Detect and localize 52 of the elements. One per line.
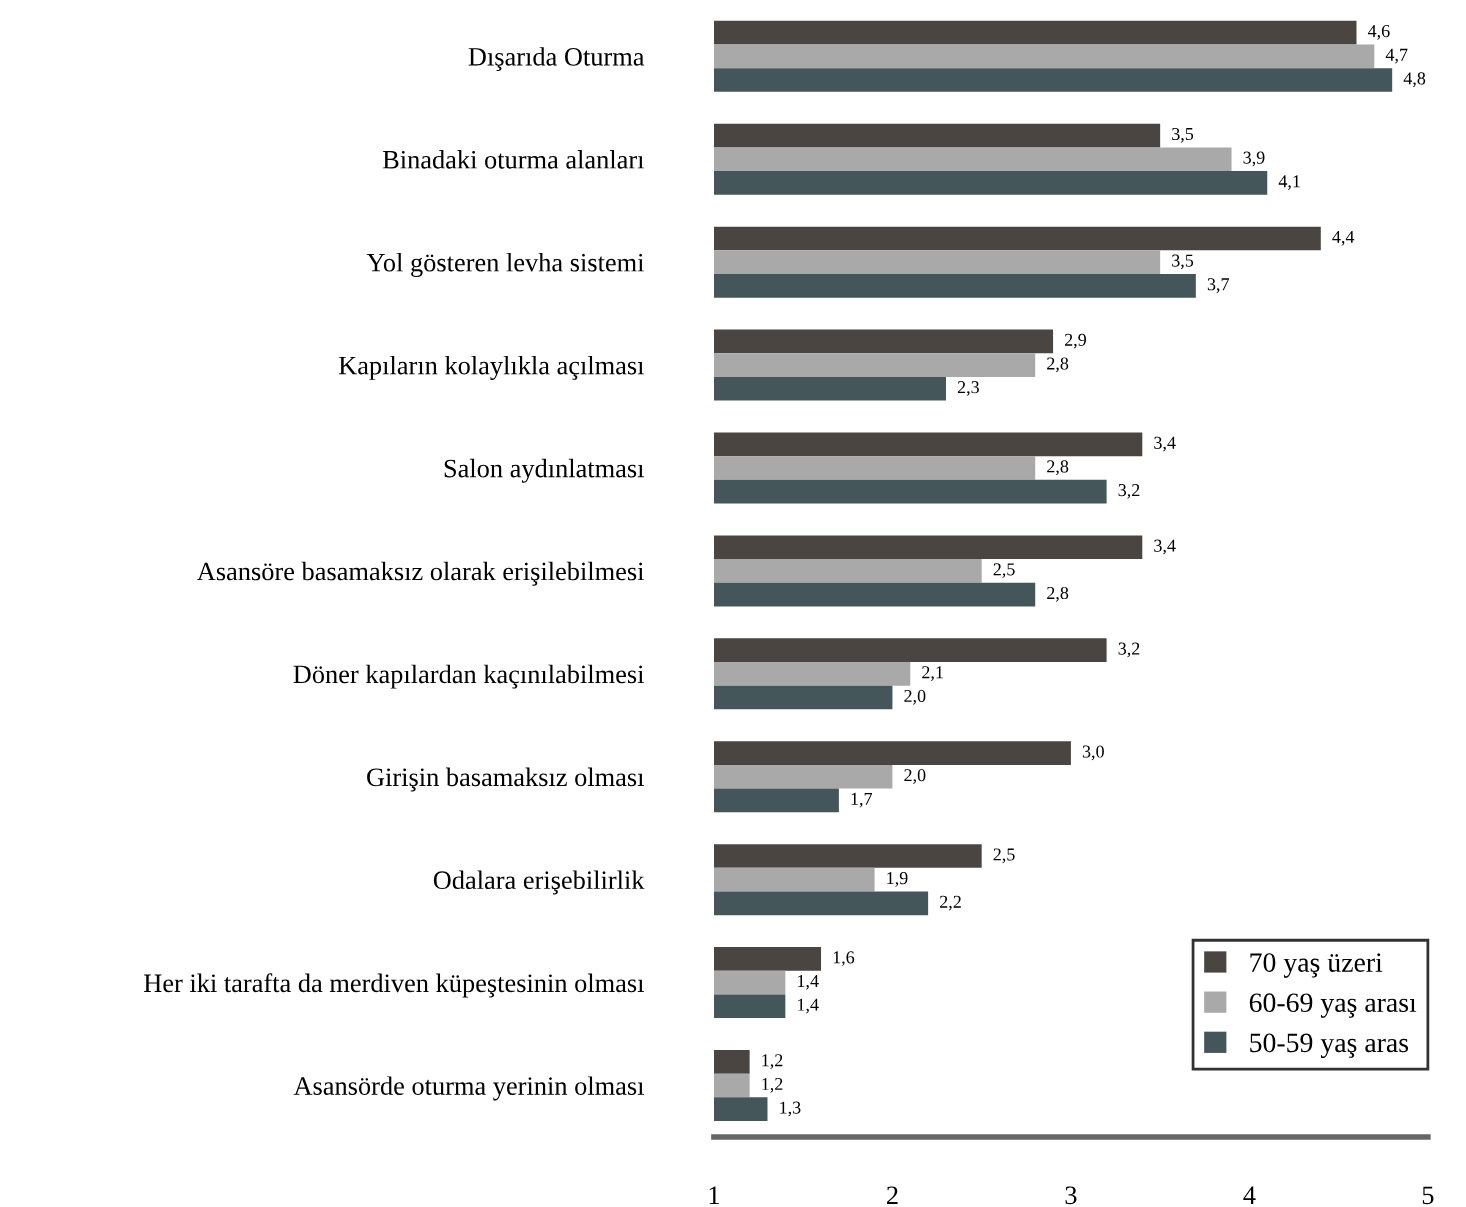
x-tick-label: 3 [1065, 1186, 1077, 1205]
data-label: 2,9 [1064, 333, 1087, 349]
data-label: 1,2 [762, 1054, 783, 1069]
data-label: 1,4 [798, 998, 819, 1014]
data-label: 1,3 [780, 1101, 801, 1117]
y-tick-label: Girişin basamaksız olması [367, 767, 644, 792]
data-label: 2,0 [904, 689, 926, 705]
data-label: 2,2 [940, 895, 961, 911]
data-label: 3,7 [1207, 278, 1230, 293]
data-label: 3,5 [1172, 127, 1194, 143]
data-label: 1,6 [833, 951, 855, 967]
data-label: 1,9 [887, 872, 908, 887]
legend-label: 70 yaş üzeri [1250, 953, 1383, 978]
data-label: 3,5 [1172, 254, 1194, 270]
data-label: 3,2 [1118, 484, 1140, 499]
x-tick-label: 5 [1422, 1186, 1434, 1205]
legend-label: 50-59 yaş aras [1250, 1033, 1409, 1058]
data-label: 2,1 [922, 666, 943, 681]
data-label: 1,2 [762, 1077, 783, 1093]
data-label: 4,8 [1403, 72, 1426, 88]
data-label: 4,4 [1332, 230, 1355, 246]
data-label: 4,7 [1385, 48, 1408, 64]
y-tick-label: Asansörde oturma yerinin olması [293, 1076, 644, 1101]
y-tick-label: Binadaki oturma alanları [382, 150, 644, 169]
y-tick-label: Dışarıda Oturma [468, 47, 645, 72]
data-label: 2,5 [993, 563, 1015, 579]
x-tick-label: 2 [886, 1186, 898, 1204]
data-label: 3,4 [1154, 436, 1176, 452]
data-label: 2,8 [1047, 586, 1069, 602]
data-label: 3,9 [1243, 151, 1265, 167]
y-tick-label: Her iki tarafta da merdiven küpeştesinin olması [144, 973, 644, 998]
data-label: 3,2 [1118, 642, 1140, 658]
x-tick-label: 1 [709, 1186, 719, 1204]
data-label: 2,8 [1047, 357, 1069, 373]
legend-label: 60-69 yaş arası [1249, 993, 1417, 1018]
data-label: 2,8 [1047, 460, 1069, 476]
y-tick-label: Odalara erişebilirlik [433, 870, 645, 895]
data-label: 4,1 [1278, 175, 1300, 190]
data-label: 1,7 [851, 792, 873, 808]
y-tick-label: Döner kapılardan kaçınılabilmesi [293, 664, 644, 689]
y-tick-label: Salon aydınlatması [444, 458, 644, 483]
x-tick-label: 4 [1243, 1186, 1256, 1204]
data-label: 1,4 [798, 975, 819, 990]
data-label: 4,6 [1367, 25, 1390, 40]
data-label: 2,0 [904, 769, 926, 784]
y-tick-label: Yol gösteren levha sistemi [366, 252, 644, 277]
data-label: 3,0 [1082, 745, 1104, 761]
data-label: 3,4 [1154, 539, 1176, 555]
y-tick-label: Asansöre basamaksız olarak erişilebilmesi [197, 561, 644, 586]
y-tick-label: Kapıların kolaylıkla açılması [338, 355, 644, 380]
data-label: 2,3 [957, 381, 979, 396]
data-label: 2,5 [993, 848, 1015, 864]
